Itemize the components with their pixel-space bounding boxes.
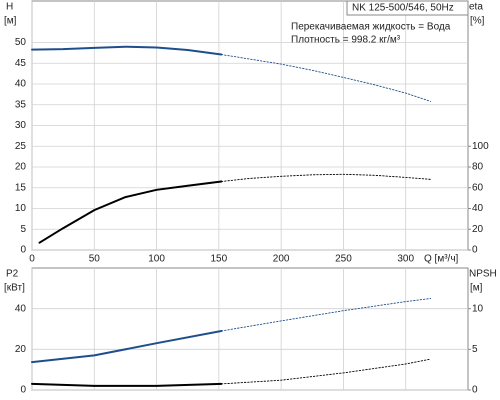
y-tick-label: 35 (15, 99, 27, 110)
y-axis-unit: [м] (4, 16, 17, 27)
y-tick-label: 0 (20, 245, 26, 256)
y-tick-label: 40 (15, 303, 27, 314)
y2-tick-label: 80 (472, 162, 484, 173)
curve (31, 45, 223, 56)
x-tick-label: 250 (335, 254, 352, 265)
y-tick-label: 40 (15, 79, 27, 90)
x-tick-label: 150 (211, 254, 228, 265)
annotation: Плотность = 998.2 кг/м³ (291, 35, 401, 46)
curve (220, 54, 432, 102)
curve (38, 180, 223, 244)
y-axis-label: H (6, 2, 13, 13)
y2-tick-label: 100 (472, 141, 489, 152)
y-tick-label: 45 (15, 58, 27, 69)
y-tick-label: 5 (20, 224, 26, 235)
y-axis-label: P2 (6, 269, 19, 280)
curve (220, 358, 432, 385)
x-axis-label: Q [м³/ч] (424, 254, 459, 265)
chart-title: NK 125-500/546, 50Hz (352, 3, 454, 14)
y-tick-label: 30 (15, 120, 27, 131)
curve (220, 173, 432, 182)
x-tick-label: 50 (89, 254, 101, 265)
curve (220, 298, 432, 332)
y2-axis-label: NPSH (469, 269, 497, 280)
y2-tick-label: 5 (472, 344, 478, 355)
y-tick-label: 10 (15, 203, 27, 214)
y2-tick-label: 40 (472, 203, 484, 214)
y-tick-label: 0 (20, 385, 26, 396)
y2-axis-unit: [м] (470, 283, 483, 294)
y-axis-unit: [кВт] (4, 283, 25, 294)
y2-tick-label: 10 (472, 303, 484, 314)
y2-tick-label: 60 (472, 182, 484, 193)
x-tick-label: 200 (273, 254, 290, 265)
y2-axis-unit: [%] (470, 16, 485, 27)
title-box (346, 0, 469, 16)
curve (31, 330, 223, 364)
y2-tick-label: 0 (472, 245, 478, 256)
y-tick-label: 50 (15, 37, 27, 48)
x-tick-label: 0 (29, 254, 35, 265)
y-tick-label: 15 (15, 182, 27, 193)
curve (31, 382, 223, 387)
plot-frame (31, 267, 469, 391)
y-tick-label: 20 (15, 162, 27, 173)
y2-axis-label: eta (469, 2, 483, 13)
y2-tick-label: 0 (472, 385, 478, 396)
y-tick-label: 20 (15, 344, 27, 355)
y2-tick-label: 20 (472, 224, 484, 235)
x-tick-label: 300 (397, 254, 414, 265)
annotation: Перекачиваемая жидкость = Вода (291, 22, 451, 33)
x-tick-label: 100 (148, 254, 165, 265)
y-tick-label: 25 (15, 141, 27, 152)
